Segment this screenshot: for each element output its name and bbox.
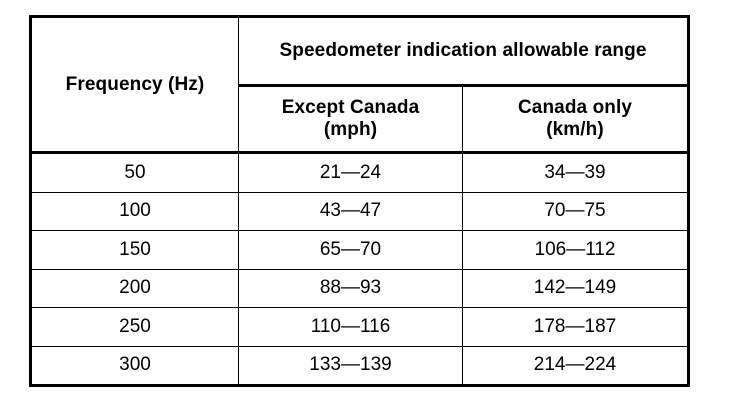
canada-only-cell: 106—112 xyxy=(462,230,689,270)
table-row: 50 21—24 34—39 xyxy=(30,152,689,193)
canada-only-header-unit: (km/h) xyxy=(546,119,604,140)
except-canada-cell: 21—24 xyxy=(238,152,463,193)
canada-only-cell: 178—187 xyxy=(462,307,689,347)
except-canada-header-unit: (mph) xyxy=(323,119,378,140)
canada-only-cell: 214—224 xyxy=(462,345,689,386)
canada-only-cell: 70—75 xyxy=(462,191,689,231)
table-row: 250 110—116 178—187 xyxy=(30,307,689,347)
frequency-header: Frequency (Hz) xyxy=(30,16,239,154)
except-canada-cell: 133—139 xyxy=(238,345,463,386)
frequency-cell: 200 xyxy=(30,268,239,308)
canada-only-header-label: Canada only xyxy=(517,97,633,118)
canada-only-cell: 142—149 xyxy=(462,268,689,308)
speedometer-range-table: Frequency (Hz) Speedometer indication al… xyxy=(29,15,690,387)
table-row: 300 133—139 214—224 xyxy=(30,345,689,386)
frequency-cell: 100 xyxy=(30,191,239,231)
except-canada-cell: 65—70 xyxy=(238,230,463,270)
except-canada-cell: 43—47 xyxy=(238,191,463,231)
speedometer-range-table-container: Frequency (Hz) Speedometer indication al… xyxy=(29,15,690,389)
frequency-cell: 50 xyxy=(30,152,239,193)
frequency-cell: 300 xyxy=(30,345,239,386)
frequency-cell: 150 xyxy=(30,230,239,270)
except-canada-cell: 88—93 xyxy=(238,268,463,308)
except-canada-cell: 110—116 xyxy=(238,307,463,347)
speedometer-range-group-header: Speedometer indication allowable range xyxy=(238,16,689,87)
table-row: 100 43—47 70—75 xyxy=(30,191,689,231)
frequency-cell: 250 xyxy=(30,307,239,347)
except-canada-header-label: Except Canada xyxy=(281,97,420,118)
canada-only-cell: 34—39 xyxy=(462,152,689,193)
table-row: 200 88—93 142—149 xyxy=(30,268,689,308)
except-canada-header: Except Canada (mph) xyxy=(238,85,463,154)
table-header-row: Frequency (Hz) Speedometer indication al… xyxy=(30,16,689,154)
table-row: 150 65—70 106—112 xyxy=(30,230,689,270)
table-subheader-row: Except Canada (mph) Canada only (km/h) xyxy=(31,85,689,154)
canada-only-header: Canada only (km/h) xyxy=(462,85,689,154)
